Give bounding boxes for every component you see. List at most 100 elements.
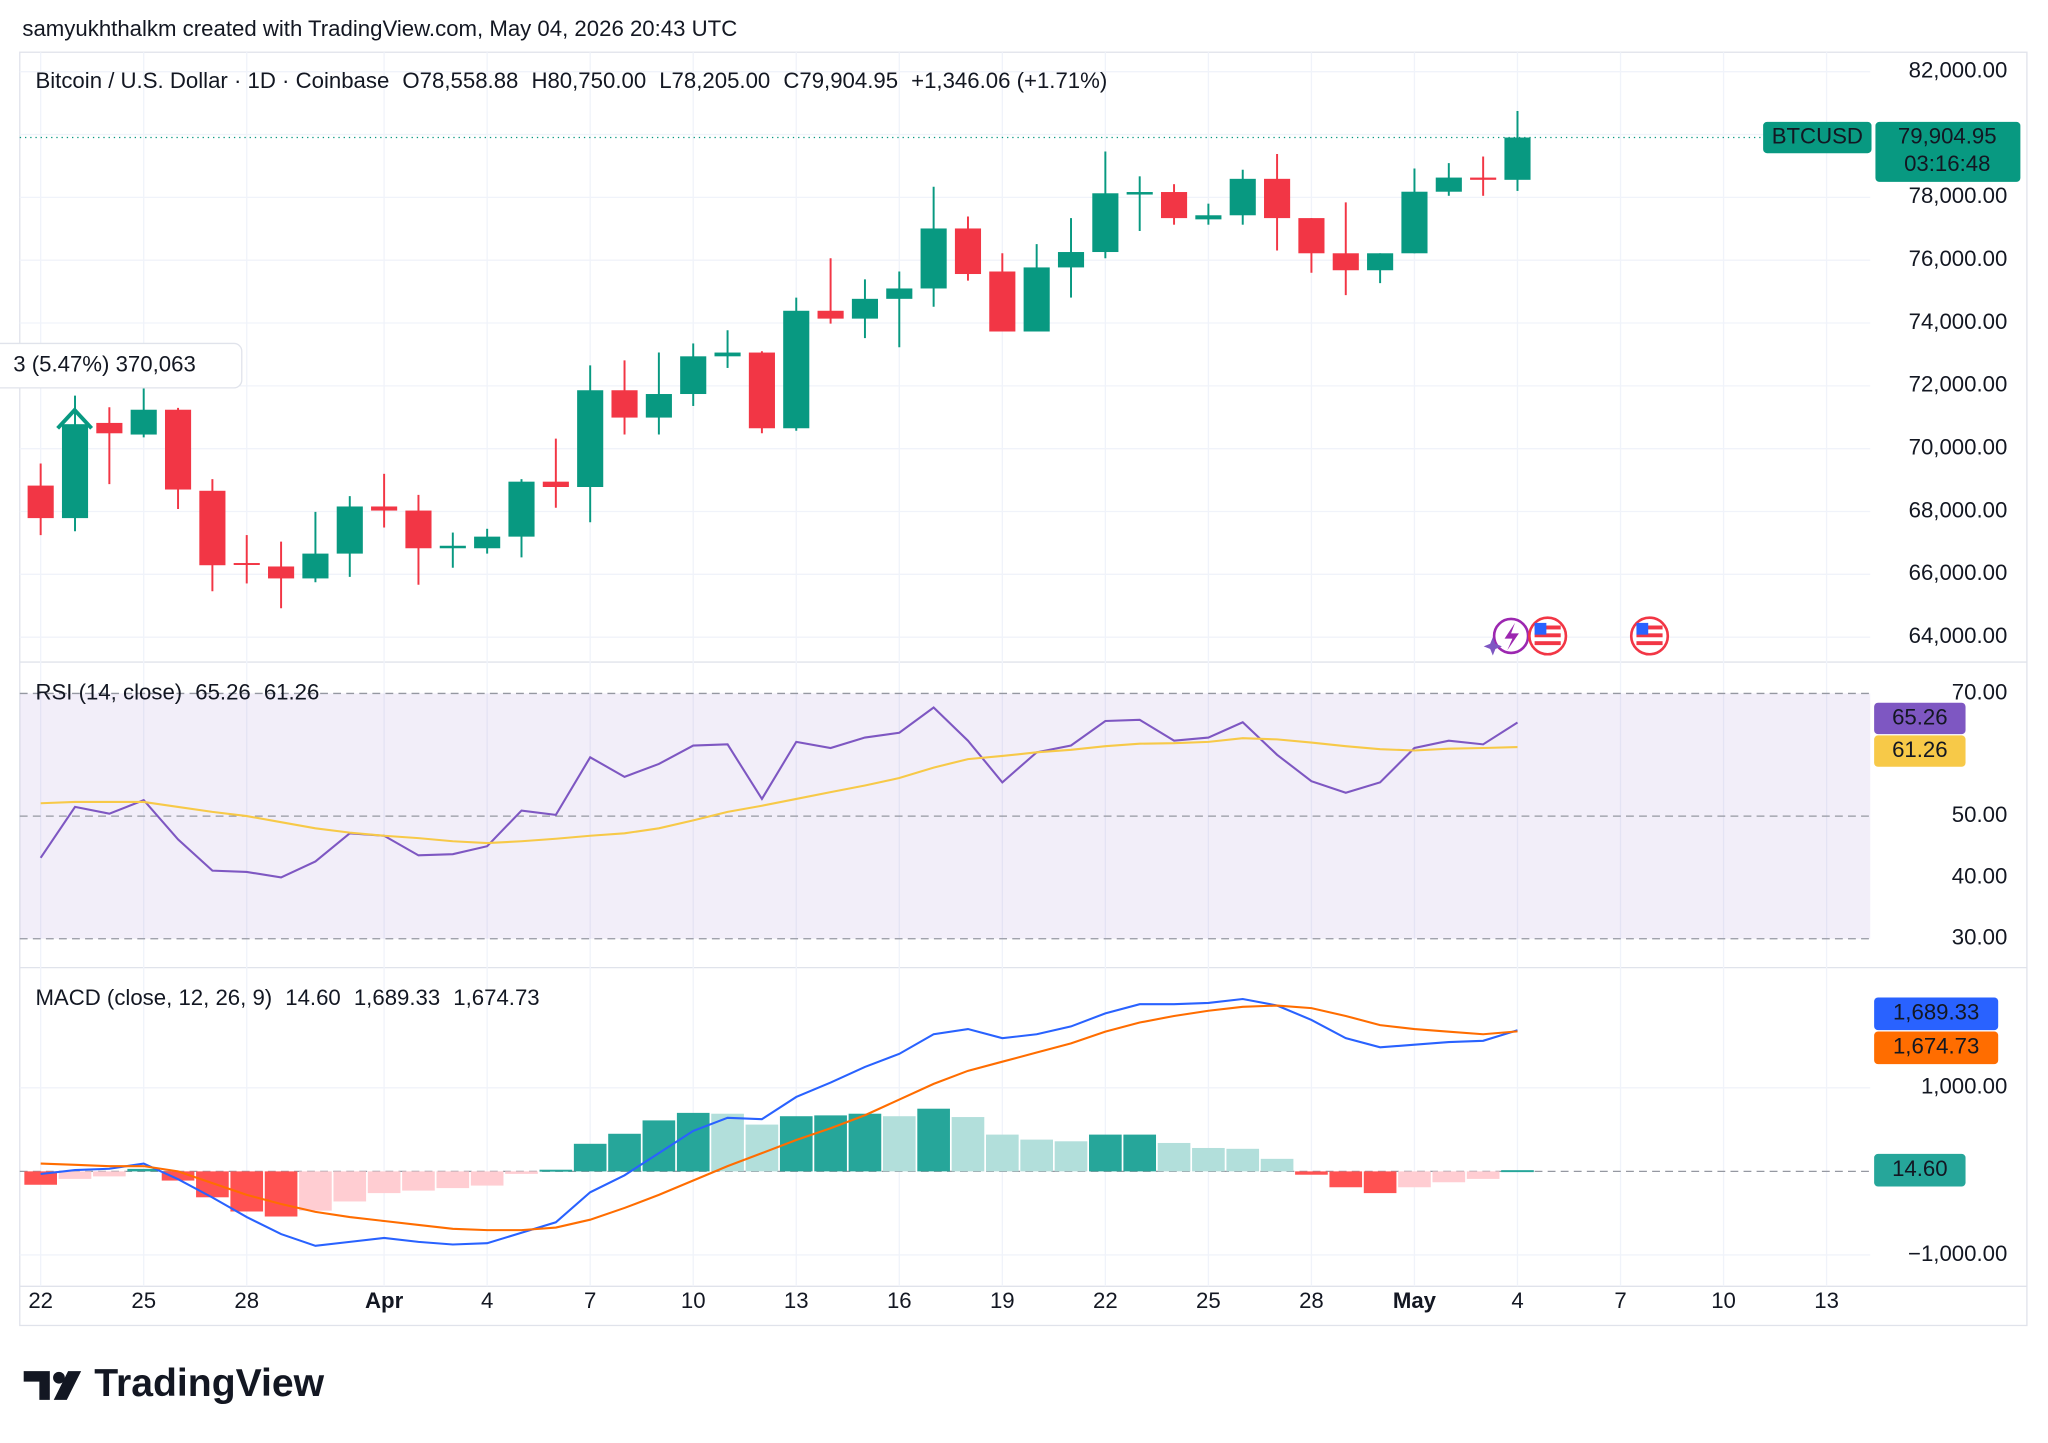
symbol-tag: BTCUSD — [1772, 123, 1863, 148]
x-tick-label: 4 — [1511, 1288, 1523, 1313]
candle-body — [439, 545, 466, 549]
candle-body — [302, 553, 329, 579]
y-tick-label: 82,000.00 — [1909, 58, 2008, 83]
x-tick-label: 13 — [1814, 1288, 1839, 1313]
macd-legend: 14.60 — [285, 985, 341, 1010]
macd-title: MACD (close, 12, 26, 9) — [35, 985, 272, 1010]
y-tick-label: 76,000.00 — [1909, 246, 2008, 271]
histogram-bar — [1192, 1147, 1225, 1172]
histogram-bar — [436, 1171, 470, 1189]
histogram-bar — [58, 1171, 92, 1179]
candle-body — [474, 536, 501, 549]
histogram-bar — [505, 1171, 538, 1174]
x-tick-label: 28 — [1299, 1288, 1324, 1313]
histogram-bar — [367, 1171, 401, 1194]
histogram-bar — [161, 1171, 195, 1181]
price-tag: 79,904.95 — [1898, 123, 1997, 148]
candle-body — [1264, 178, 1291, 219]
candle-body — [1195, 215, 1222, 220]
candle-body — [164, 409, 192, 490]
grid — [19, 52, 1871, 1287]
symbol-tag-box — [1763, 121, 1872, 154]
histogram-bar — [539, 1169, 573, 1172]
candle-body — [714, 352, 741, 357]
x-tick-label: 19 — [990, 1288, 1015, 1313]
x-tick-label: 10 — [681, 1288, 706, 1313]
histogram-bar — [1157, 1142, 1191, 1172]
candle-body — [748, 352, 775, 429]
histogram-bar — [1123, 1134, 1157, 1172]
event-icon — [1629, 616, 1670, 656]
histogram-bar — [299, 1171, 332, 1211]
price-tag-box — [1875, 121, 2021, 182]
macd-legend: 1,689.33 — [354, 985, 440, 1010]
histogram-bar — [196, 1171, 229, 1198]
x-tick-label: 28 — [234, 1288, 259, 1313]
y-tick-label: 72,000.00 — [1909, 372, 2008, 397]
candle-body — [96, 422, 123, 434]
y-tick-label: 78,000.00 — [1909, 183, 2008, 208]
header: samyukhthalkm created with TradingView.c… — [22, 16, 737, 41]
annotation: 3 (5.47%) 370,063 — [13, 352, 196, 377]
macd-legend: 1,674.73 — [453, 985, 539, 1010]
annotation-marker — [56, 407, 94, 430]
histogram-bar — [917, 1108, 950, 1172]
histogram-bar — [24, 1171, 57, 1185]
ohlc-legend: +1,346.06 (+1.71%) — [911, 68, 1107, 93]
histogram-bar — [1226, 1148, 1260, 1172]
histogram-bar — [402, 1171, 435, 1191]
marks — [19, 110, 1764, 1247]
brand: TradingView — [94, 1362, 324, 1405]
candle-body — [542, 481, 569, 488]
x-tick-label: 22 — [1093, 1288, 1118, 1313]
y-tick-label: 74,000.00 — [1909, 309, 2008, 334]
rsi-value-tag-box — [1874, 735, 1966, 767]
histogram-bar — [264, 1171, 298, 1217]
histogram-bar — [1398, 1171, 1431, 1188]
y-tick-label: −1,000.00 — [1908, 1241, 2007, 1266]
candle-body — [268, 566, 295, 579]
countdown: 03:16:48 — [1904, 151, 1990, 176]
event-icon — [1528, 616, 1568, 656]
x-tick-label: 13 — [784, 1288, 809, 1313]
histogram-bar — [1020, 1139, 1053, 1172]
candle-body — [233, 563, 260, 565]
histogram-bar — [882, 1116, 916, 1172]
x-tick-label: 16 — [887, 1288, 912, 1313]
x-tick-label: 10 — [1711, 1288, 1736, 1313]
histogram-bar — [1089, 1134, 1122, 1172]
ohlc-legend: H80,750.00 — [531, 68, 646, 93]
candle-body — [1092, 193, 1119, 253]
rsi-title: RSI (14, close) — [35, 679, 182, 704]
candle-body — [1332, 253, 1359, 271]
x-tick-label: 22 — [28, 1288, 53, 1313]
x-tick-label: 7 — [1614, 1288, 1626, 1313]
y-tick-label: 50.00 — [1952, 802, 2008, 827]
y-tick-label: 66,000.00 — [1909, 560, 2008, 585]
y-tick-label: 70.00 — [1952, 679, 2008, 704]
candle-body — [371, 506, 398, 511]
candle-body — [1298, 218, 1325, 254]
y-tick-label: 40.00 — [1952, 863, 2008, 888]
chart-frame — [19, 51, 2028, 1327]
candle-body — [1401, 191, 1428, 254]
candle-body — [1229, 178, 1256, 216]
histogram-bar — [1260, 1158, 1294, 1172]
x-tick-label: 4 — [481, 1288, 493, 1313]
histogram-bar — [1466, 1171, 1500, 1179]
brand-logo — [23, 1371, 82, 1400]
histogram-value-tag: 14.60 — [1892, 1156, 1948, 1181]
histogram-bar — [127, 1168, 161, 1172]
candle-body — [1367, 253, 1394, 271]
candle-body — [61, 424, 89, 519]
y-tick-label: 68,000.00 — [1909, 497, 2008, 522]
candle-body — [1504, 137, 1531, 180]
macd-value-tag-box — [1874, 1031, 1999, 1065]
x-tick-label: 25 — [131, 1288, 156, 1313]
candle-body — [989, 271, 1016, 332]
macd-value-tag: 1,674.73 — [1893, 1034, 1979, 1059]
chart-title: Bitcoin / U.S. Dollar · 1D · Coinbase — [35, 68, 389, 93]
